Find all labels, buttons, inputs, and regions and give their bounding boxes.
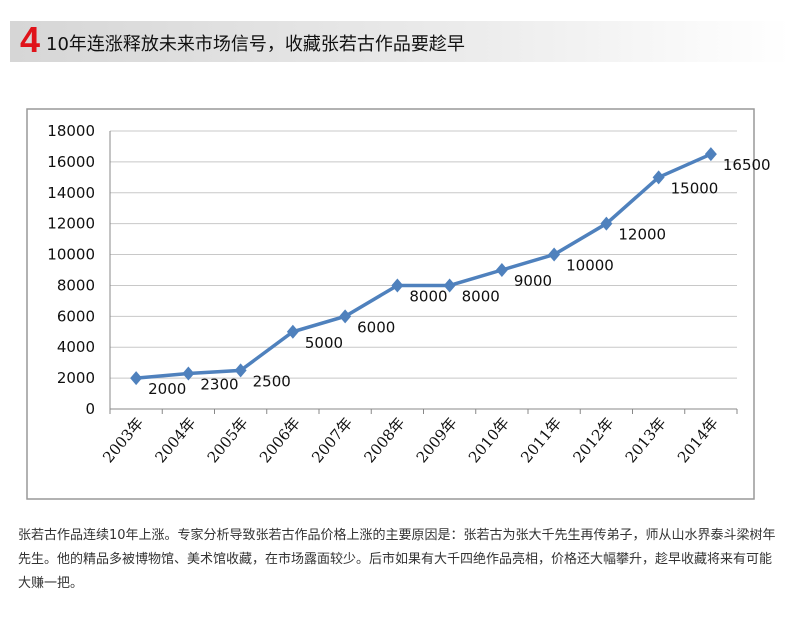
data-point — [391, 278, 404, 293]
y-tick-label: 14000 — [47, 184, 95, 202]
data-label: 9000 — [514, 272, 552, 290]
section-header: 4 10年连涨释放未来市场信号，收藏张若古作品要趁早 — [10, 19, 790, 62]
data-label: 12000 — [618, 226, 666, 244]
data-label: 8000 — [462, 287, 500, 305]
data-label: 2500 — [253, 372, 291, 390]
data-label: 5000 — [305, 334, 343, 352]
y-tick-label: 4000 — [57, 338, 95, 356]
data-point — [182, 366, 195, 381]
data-label: 16500 — [723, 156, 771, 174]
data-point — [495, 263, 508, 277]
y-tick-label: 18000 — [47, 122, 95, 140]
y-tick-label: 16000 — [47, 153, 95, 171]
line-chart: 0200040006000800010000120001400016000180… — [26, 108, 771, 500]
y-tick-label: 8000 — [57, 276, 95, 294]
data-point — [339, 309, 352, 324]
data-label: 6000 — [357, 318, 395, 336]
data-label: 8000 — [409, 287, 447, 305]
data-point — [704, 147, 717, 162]
data-point — [600, 216, 613, 231]
description-text: 张若古作品连续10年上涨。专家分析导致张若古作品价格上涨的主要原因是：张若古为张… — [18, 528, 776, 591]
data-point — [234, 363, 247, 378]
data-label: 2000 — [148, 380, 186, 398]
y-tick-label: 10000 — [47, 246, 95, 264]
y-tick-label: 0 — [85, 400, 95, 418]
data-point — [443, 278, 456, 293]
section-number: 4 — [20, 19, 41, 60]
data-label: 15000 — [671, 179, 719, 197]
data-point — [286, 324, 299, 339]
section-title: 10年连涨释放未来市场信号，收藏张若古作品要趁早 — [46, 34, 465, 55]
data-point — [652, 170, 665, 185]
chart-frame — [26, 108, 755, 500]
data-point — [130, 371, 143, 386]
y-tick-label: 6000 — [57, 307, 95, 325]
data-label: 10000 — [566, 257, 614, 275]
data-label: 2300 — [200, 375, 238, 393]
data-point — [548, 247, 561, 262]
y-tick-label: 2000 — [57, 369, 95, 387]
y-tick-label: 12000 — [47, 215, 95, 233]
series-line — [135, 152, 712, 380]
